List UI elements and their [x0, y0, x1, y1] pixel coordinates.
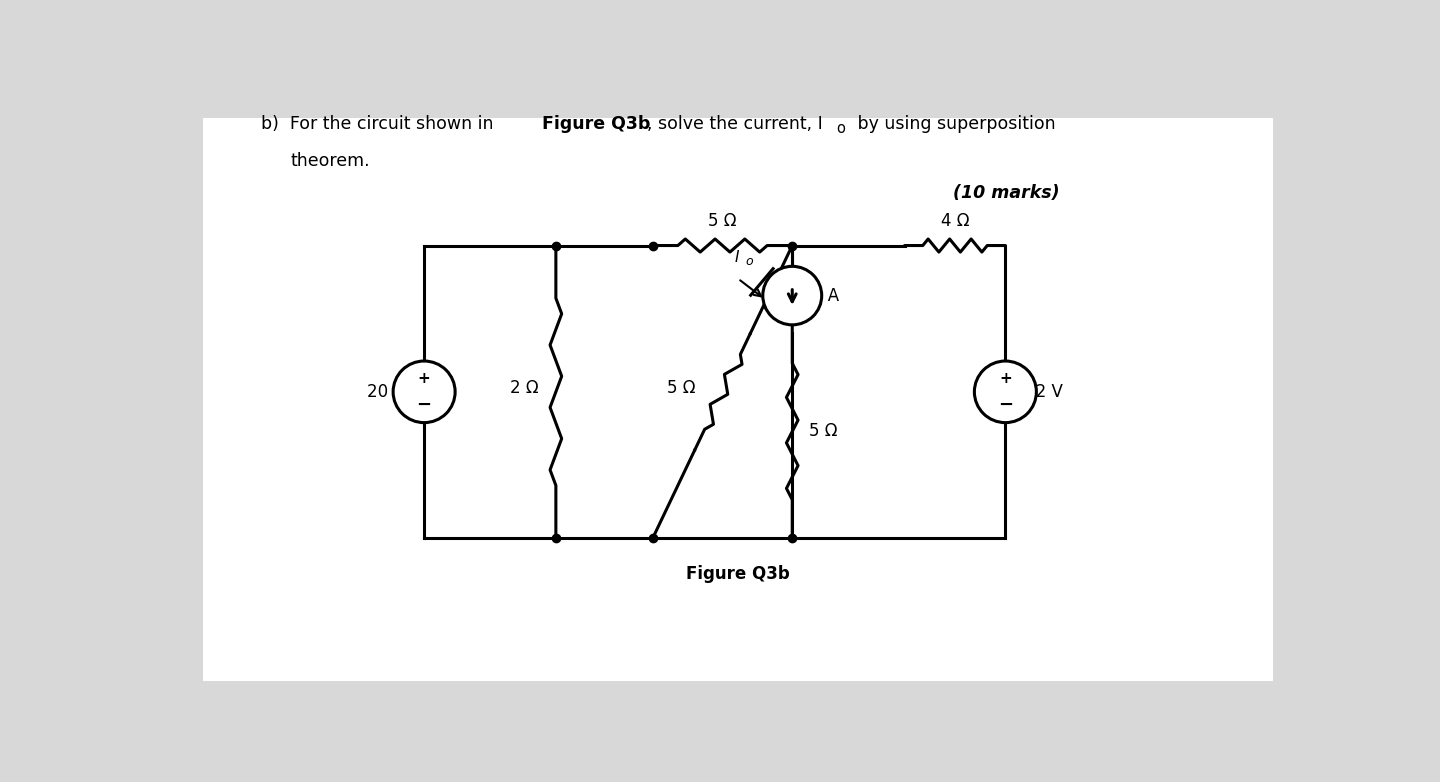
Text: I: I — [734, 249, 739, 265]
Text: b)  For the circuit shown in: b) For the circuit shown in — [262, 115, 500, 133]
Text: +: + — [418, 371, 431, 386]
Text: , solve the current, I: , solve the current, I — [648, 115, 824, 133]
Text: Figure Q3b: Figure Q3b — [541, 115, 651, 133]
Circle shape — [393, 361, 455, 422]
Text: o: o — [837, 120, 845, 136]
Text: theorem.: theorem. — [291, 152, 370, 170]
Text: o: o — [744, 255, 753, 268]
Text: by using superposition: by using superposition — [852, 115, 1056, 133]
Text: 4 Ω: 4 Ω — [940, 212, 969, 230]
Text: +: + — [999, 371, 1012, 386]
Text: 5 A: 5 A — [812, 286, 838, 304]
Text: 5 Ω: 5 Ω — [667, 379, 696, 397]
Text: Figure Q3b: Figure Q3b — [685, 565, 791, 583]
Text: 20 V: 20 V — [367, 383, 405, 401]
Text: 12 V: 12 V — [1025, 383, 1063, 401]
Text: (10 marks): (10 marks) — [953, 184, 1060, 202]
Text: −: − — [998, 396, 1012, 414]
Text: 5 Ω: 5 Ω — [809, 422, 838, 440]
Text: 5 Ω: 5 Ω — [708, 212, 737, 230]
Text: −: − — [416, 396, 432, 414]
Text: 2 Ω: 2 Ω — [510, 379, 539, 397]
Circle shape — [763, 267, 822, 325]
Circle shape — [975, 361, 1037, 422]
